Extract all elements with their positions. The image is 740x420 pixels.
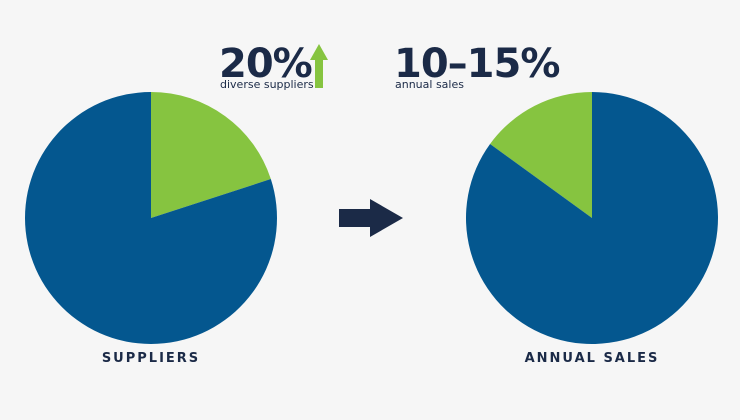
right-arrow-icon	[339, 199, 403, 237]
sales-stat-value: 10–15%	[394, 41, 560, 87]
annual-sales-pie-label: ANNUAL SALES	[524, 351, 660, 366]
annual-sales-pie-chart	[465, 92, 718, 344]
suppliers-stat-value: 20%	[219, 41, 313, 87]
suppliers-pie-slice-1	[24, 92, 277, 344]
up-arrow-icon	[310, 44, 328, 88]
sales-stat-caption: annual sales	[395, 78, 464, 91]
annual-sales-pie-slice-1	[465, 92, 718, 344]
suppliers-pie-label: SUPPLIERS	[101, 351, 201, 366]
suppliers-pie-slice-0	[151, 92, 271, 218]
annual-sales-pie-slice-0	[490, 92, 592, 218]
suppliers-pie-chart	[24, 92, 277, 344]
suppliers-stat-caption: diverse suppliers	[220, 78, 314, 91]
